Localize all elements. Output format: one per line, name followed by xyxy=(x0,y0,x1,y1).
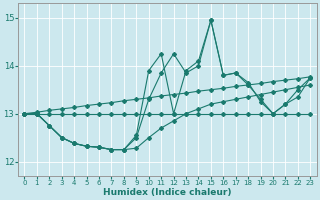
X-axis label: Humidex (Indice chaleur): Humidex (Indice chaleur) xyxy=(103,188,232,197)
